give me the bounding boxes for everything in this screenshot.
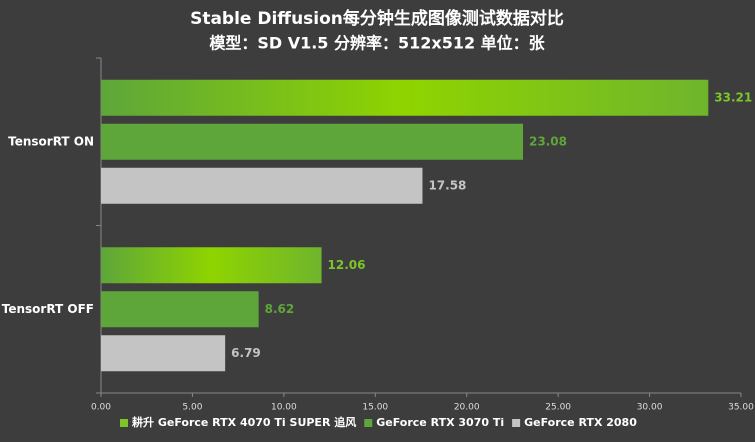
x-tick-label: 10.00: [271, 403, 297, 413]
value-label: 12.06: [328, 258, 366, 272]
value-label: 23.08: [529, 134, 567, 148]
value-label: 8.62: [265, 302, 295, 316]
value-label: 33.21: [714, 90, 752, 104]
bar: [101, 123, 524, 160]
chart-title: Stable Diffusion每分钟生成图像测试数据对比: [190, 8, 564, 29]
bar: [101, 79, 709, 116]
legend-label: GeForce RTX 3070 Ti: [376, 416, 504, 429]
value-label: 6.79: [231, 346, 261, 360]
bar: [101, 291, 259, 328]
value-label: 17.58: [428, 178, 466, 192]
bar: [101, 335, 226, 372]
chart-subtitle: 模型：SD V1.5 分辨率：512x512 单位：张: [209, 34, 545, 53]
legend-swatch: [364, 419, 373, 427]
x-tick-label: 15.00: [362, 403, 388, 413]
legend-label: 耕升 GeForce RTX 4070 Ti SUPER 追风: [132, 415, 356, 429]
legend-swatch: [120, 419, 128, 427]
x-tick-label: 5.00: [182, 403, 202, 413]
x-tick-label: 35.00: [728, 403, 754, 413]
legend-swatch: [512, 419, 521, 427]
bar: [101, 167, 423, 204]
x-tick-label: 0.00: [91, 403, 111, 413]
y-tick-label: TensorRT ON: [8, 134, 94, 148]
x-tick-label: 20.00: [454, 403, 480, 413]
bar: [101, 247, 322, 284]
legend-label: GeForce RTX 2080: [524, 416, 637, 429]
x-tick-label: 25.00: [545, 403, 571, 413]
y-tick-label: TensorRT OFF: [2, 302, 94, 316]
x-tick-label: 30.00: [637, 403, 663, 413]
